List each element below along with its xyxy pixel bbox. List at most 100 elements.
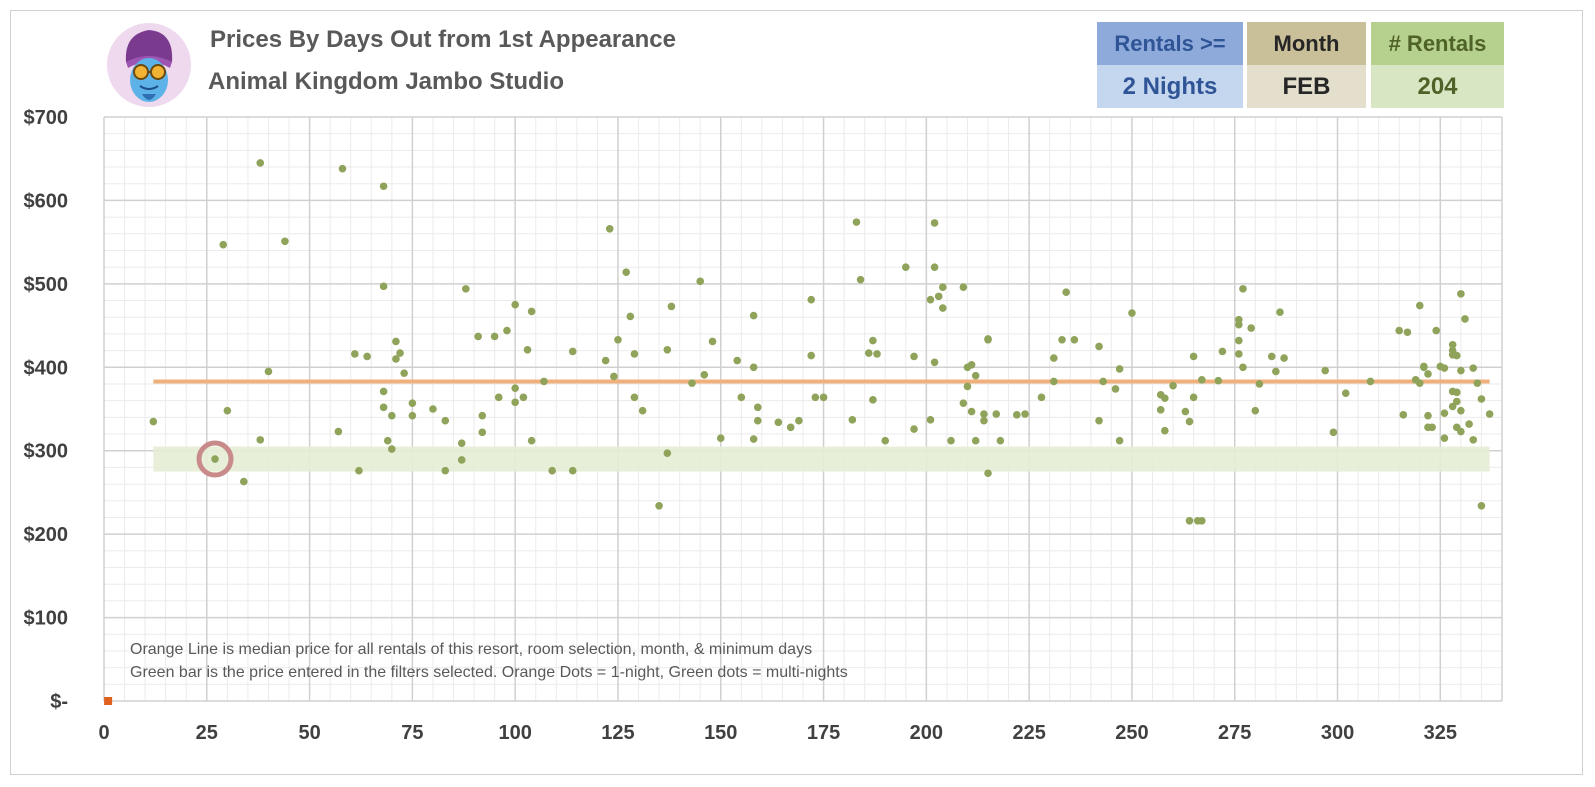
multi-night-point <box>626 312 635 321</box>
multi-night-point <box>1395 326 1404 335</box>
multi-night-point <box>984 469 992 478</box>
multi-night-point <box>1099 377 1107 386</box>
multi-night-point <box>511 398 519 407</box>
multi-night-point <box>811 393 820 402</box>
multi-night-point <box>1062 288 1070 297</box>
multi-night-point <box>1366 377 1375 386</box>
multi-night-point <box>1185 516 1194 525</box>
multi-night-point <box>708 337 717 346</box>
multi-night-point <box>753 403 762 412</box>
multi-night-point <box>1321 366 1329 375</box>
multi-night-point <box>1161 394 1169 402</box>
multi-night-point <box>930 263 939 271</box>
multi-night-point <box>1235 320 1243 329</box>
multi-night-point <box>383 436 392 445</box>
multi-night-point <box>408 399 417 407</box>
multi-night-point <box>716 434 725 443</box>
multi-night-point <box>901 263 910 271</box>
multi-night-point <box>211 455 219 463</box>
multi-night-point <box>1115 365 1124 373</box>
multi-night-point <box>934 292 943 301</box>
multi-night-point <box>1070 335 1079 344</box>
multi-night-point <box>457 439 466 448</box>
multi-night-point <box>1415 301 1424 310</box>
multi-night-point <box>749 363 758 372</box>
multi-night-point <box>494 393 503 402</box>
multi-night-point <box>807 351 816 360</box>
multi-night-point <box>256 159 265 167</box>
multi-night-point <box>1420 363 1428 372</box>
x-tick-label: 200 <box>910 722 943 744</box>
multi-night-point <box>1415 379 1424 387</box>
multi-night-point <box>749 311 758 320</box>
month-filter-label: Month <box>1247 22 1366 65</box>
rentals-filter-label: Rentals >= <box>1097 22 1243 65</box>
multi-night-point <box>363 352 371 361</box>
multi-night-point <box>786 423 795 432</box>
multi-night-point <box>1021 410 1029 418</box>
data-points <box>104 159 1494 705</box>
x-tick-label: 300 <box>1321 722 1354 744</box>
multi-night-point <box>1428 423 1436 432</box>
multi-night-point <box>503 326 511 335</box>
multi-night-point <box>1185 417 1194 426</box>
multi-night-point <box>1247 324 1255 332</box>
multi-night-point <box>1037 393 1046 402</box>
multi-night-point <box>864 349 873 357</box>
multi-night-point <box>457 456 466 464</box>
chart-title: Prices By Days Out from 1st Appearance <box>210 26 676 53</box>
multi-night-point <box>1013 411 1021 419</box>
filter-price-bar <box>153 446 1490 472</box>
multi-night-point <box>663 449 672 458</box>
multi-night-point <box>1050 377 1058 386</box>
multi-night-point <box>1469 364 1478 372</box>
multi-night-point <box>355 466 363 475</box>
multi-night-point <box>737 393 746 402</box>
minor-gridlines <box>104 117 1503 701</box>
tick-labels: $- $100 $200 $300 $400 $500 $600 $700 0 25 50 75 100… <box>24 107 1458 744</box>
multi-night-point <box>527 436 536 445</box>
x-tick-label: 75 <box>401 722 423 744</box>
month-filter-value[interactable]: FEB <box>1247 65 1366 108</box>
multi-night-point <box>1440 364 1449 372</box>
multi-night-point <box>1239 285 1247 293</box>
multi-night-point <box>992 410 1001 418</box>
multi-night-point <box>1235 350 1243 358</box>
multi-night-point <box>1457 290 1465 298</box>
multi-night-point <box>1329 428 1338 437</box>
multi-night-point <box>947 436 955 445</box>
multi-night-point <box>1403 328 1412 337</box>
multi-night-point <box>1050 354 1058 362</box>
multi-night-point <box>396 349 404 357</box>
multi-night-point <box>568 347 577 356</box>
rentals-filter-value[interactable]: 2 Nights <box>1097 65 1243 108</box>
multi-night-point <box>749 435 758 443</box>
multi-night-point <box>1280 354 1288 362</box>
multi-night-point <box>1424 370 1432 378</box>
multi-night-point <box>1477 395 1486 403</box>
multi-night-point <box>478 428 487 437</box>
y-tick-label: $300 <box>24 441 69 463</box>
multi-night-point <box>351 350 359 358</box>
multi-night-point <box>930 358 939 367</box>
multi-night-point <box>1214 376 1223 385</box>
multi-night-point <box>774 418 783 427</box>
multi-night-point <box>1111 385 1120 393</box>
multi-night-point <box>1477 501 1486 510</box>
reference-marks <box>153 379 1490 472</box>
multi-night-point <box>1457 427 1465 436</box>
multi-night-point <box>996 436 1005 445</box>
multi-night-point <box>1432 326 1441 335</box>
x-tick-label: 325 <box>1424 722 1457 744</box>
multi-night-point <box>1485 410 1494 418</box>
multi-night-point <box>848 416 857 424</box>
multi-night-point <box>1457 406 1465 415</box>
multi-night-point <box>334 427 343 436</box>
multi-night-point <box>795 416 803 425</box>
multi-night-point <box>511 300 519 309</box>
genie-mascot-icon <box>104 22 194 108</box>
multi-night-point <box>655 501 663 510</box>
multi-night-point <box>519 393 528 402</box>
x-tick-label: 275 <box>1218 722 1251 744</box>
